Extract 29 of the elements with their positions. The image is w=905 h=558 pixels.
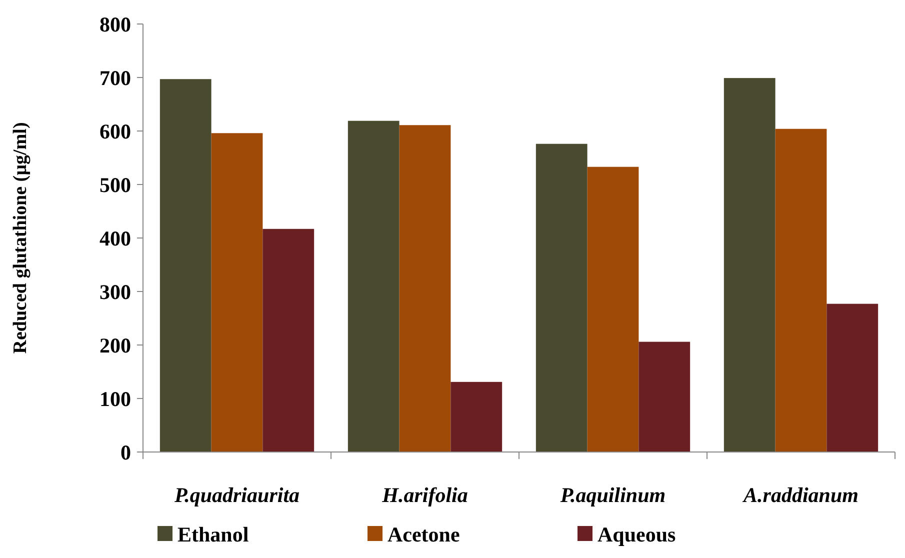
y-tick-label: 400: [100, 226, 131, 250]
x-tick-label: H.arifolia: [381, 483, 468, 507]
bar: [587, 166, 639, 452]
y-tick-label: 0: [120, 440, 131, 464]
x-tick-label: P.aquilinum: [559, 483, 666, 507]
y-tick-label: 500: [100, 172, 131, 197]
y-tick-label: 300: [100, 280, 131, 304]
bar: [160, 79, 212, 452]
x-tick-label: P.quadriaurita: [173, 483, 300, 507]
bar: [536, 144, 588, 452]
legend-label: Acetone: [388, 522, 460, 546]
bar: [724, 78, 776, 452]
bar: [826, 304, 878, 452]
y-tick-label: 100: [100, 386, 131, 411]
legend-label: Aqueous: [598, 522, 676, 546]
y-tick-label: 200: [100, 333, 131, 358]
y-tick-label: 800: [100, 12, 131, 36]
bar: [638, 342, 690, 452]
legend-label: Ethanol: [178, 522, 249, 546]
bar: [262, 228, 314, 452]
bar: [775, 128, 827, 452]
y-axis-title: Reduced glutathione (µg/ml): [10, 122, 31, 354]
y-tick-label: 700: [100, 66, 131, 90]
x-tick-label: A.raddianum: [742, 483, 858, 507]
bar: [399, 125, 451, 452]
y-tick-label: 600: [100, 119, 131, 144]
bar: [450, 382, 502, 452]
bar: [348, 120, 400, 452]
bar: [211, 133, 263, 452]
